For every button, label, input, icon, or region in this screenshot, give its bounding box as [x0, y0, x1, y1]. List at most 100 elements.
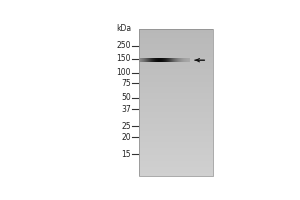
Bar — [139, 77, 213, 78]
Bar — [139, 161, 213, 162]
Bar — [139, 116, 213, 117]
Bar — [139, 70, 213, 71]
Bar — [139, 98, 213, 99]
Bar — [139, 175, 213, 176]
Bar — [139, 140, 213, 141]
Bar — [139, 85, 213, 86]
Bar — [139, 41, 213, 42]
Bar — [139, 106, 213, 107]
Bar — [139, 123, 213, 124]
Bar — [139, 94, 213, 95]
Bar — [139, 129, 213, 130]
Bar — [139, 119, 213, 120]
Bar — [139, 68, 213, 69]
Bar — [139, 167, 213, 168]
Bar — [139, 58, 213, 59]
Bar — [139, 62, 213, 63]
Bar — [139, 154, 213, 155]
Bar — [139, 133, 213, 134]
Bar — [139, 122, 213, 123]
Text: 75: 75 — [121, 79, 131, 88]
Bar — [139, 137, 213, 138]
Bar — [139, 156, 213, 157]
Bar — [139, 132, 213, 133]
Bar — [139, 169, 213, 170]
Text: kDa: kDa — [116, 24, 131, 33]
Bar — [139, 37, 213, 38]
Bar — [139, 117, 213, 118]
Text: 37: 37 — [121, 105, 131, 114]
Text: 250: 250 — [116, 41, 131, 50]
Bar — [139, 158, 213, 159]
Bar — [139, 120, 213, 121]
Bar — [139, 69, 213, 70]
Bar — [139, 38, 213, 39]
Bar — [139, 54, 213, 55]
Bar — [139, 111, 213, 112]
Bar — [139, 33, 213, 34]
Bar — [139, 55, 213, 56]
Bar — [139, 52, 213, 53]
Bar — [139, 89, 213, 90]
Bar — [139, 144, 213, 145]
Bar — [139, 91, 213, 92]
Bar — [139, 172, 213, 173]
Bar — [139, 47, 213, 48]
Bar — [139, 141, 213, 142]
Bar — [139, 152, 213, 153]
Bar — [139, 131, 213, 132]
Bar — [139, 40, 213, 41]
Bar — [139, 65, 213, 66]
Bar — [139, 75, 213, 76]
Bar — [139, 29, 213, 176]
Bar — [139, 90, 213, 91]
Bar — [139, 45, 213, 46]
Bar — [139, 121, 213, 122]
Bar — [139, 50, 213, 51]
Bar — [139, 57, 213, 58]
Bar — [139, 66, 213, 67]
Bar — [139, 124, 213, 125]
Bar — [139, 145, 213, 146]
Bar — [139, 125, 213, 126]
Bar — [139, 88, 213, 89]
Bar — [139, 84, 213, 85]
Bar — [139, 76, 213, 77]
Bar — [139, 51, 213, 52]
Bar — [139, 101, 213, 102]
Bar — [139, 108, 213, 109]
Text: 50: 50 — [121, 93, 131, 102]
Bar — [139, 126, 213, 127]
Bar — [139, 174, 213, 175]
Bar — [139, 104, 213, 105]
Text: 100: 100 — [116, 68, 131, 77]
Text: 20: 20 — [121, 133, 131, 142]
Bar — [139, 114, 213, 115]
Bar — [139, 30, 213, 31]
Text: 15: 15 — [121, 150, 131, 159]
Bar — [139, 83, 213, 84]
Bar — [139, 32, 213, 33]
Bar — [139, 56, 213, 57]
Bar — [139, 73, 213, 74]
Bar — [139, 138, 213, 139]
Bar — [139, 35, 213, 36]
Bar — [139, 36, 213, 37]
Bar — [139, 173, 213, 174]
Bar — [139, 165, 213, 166]
Bar — [139, 136, 213, 137]
Bar — [139, 160, 213, 161]
Bar — [139, 102, 213, 103]
Bar — [139, 80, 213, 81]
Bar — [139, 142, 213, 143]
Bar — [139, 93, 213, 94]
Bar — [139, 157, 213, 158]
Bar — [139, 112, 213, 113]
Bar — [139, 31, 213, 32]
Bar — [139, 171, 213, 172]
Bar — [139, 107, 213, 108]
Bar — [139, 147, 213, 148]
Bar — [139, 166, 213, 167]
Bar — [139, 162, 213, 163]
Bar — [139, 34, 213, 35]
